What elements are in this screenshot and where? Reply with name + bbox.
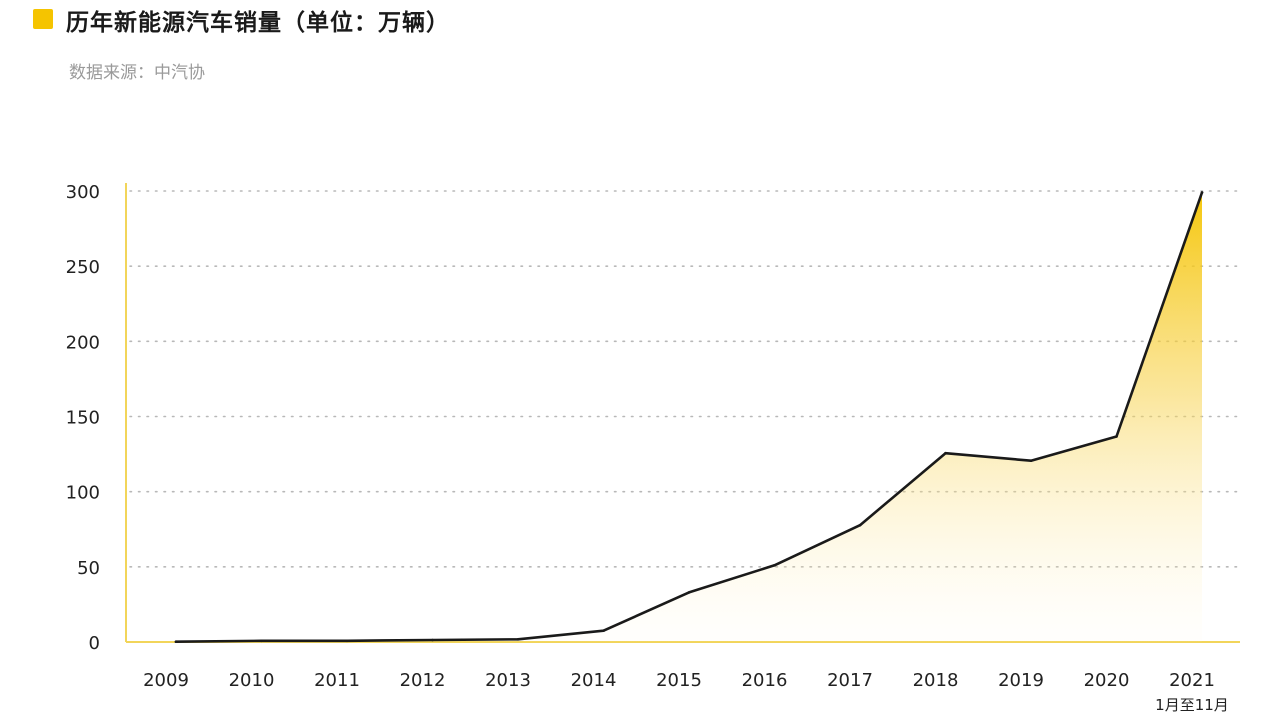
data-point-2021 [1200, 191, 1204, 194]
data-point-2016 [773, 564, 776, 567]
data-point-2014 [602, 629, 605, 633]
x-tick-label-2015: 2015 [656, 670, 702, 691]
x-tick-label-2021: 2021 [1169, 670, 1215, 691]
x-tick-label-2011: 2011 [314, 670, 360, 691]
chart-title: 历年新能源汽车销量（单位：万辆） [66, 10, 450, 36]
data-point-2013 [516, 637, 520, 641]
tick-labels: 0 50 100 150 200 250 300 2009 2010 2011 2012 2013 20… [66, 182, 1229, 714]
x-tick-label-2020: 2020 [1084, 670, 1130, 691]
data-point-2010 [260, 639, 263, 643]
y-tick-label-100: 100 [66, 483, 100, 504]
x-tick-label-2017: 2017 [827, 670, 873, 691]
data-point-2020 [1115, 435, 1118, 438]
y-tick-label-150: 150 [66, 408, 100, 429]
y-tick-label-50: 50 [77, 558, 100, 579]
x-tick-label-2018: 2018 [913, 670, 959, 691]
data-point-2019 [1029, 459, 1033, 462]
data-point-2009 [174, 640, 178, 643]
legend-swatch [33, 9, 53, 29]
data-point-2015 [687, 591, 691, 594]
area-series [174, 191, 1204, 643]
x-tick-label-2013: 2013 [485, 670, 531, 691]
y-tick-label-0: 0 [89, 633, 100, 654]
x-tick-label-2010: 2010 [229, 670, 275, 691]
data-point-2018 [944, 451, 947, 455]
x-tick-label-2012: 2012 [400, 670, 446, 691]
data-point-2017 [858, 523, 862, 527]
y-tick-label-200: 200 [66, 332, 100, 353]
x-tick-label-2014: 2014 [571, 670, 617, 691]
y-tick-label-300: 300 [66, 182, 100, 203]
x-tick-sublabel-2021: 1月至11月 [1155, 696, 1229, 714]
x-tick-label-2016: 2016 [742, 670, 788, 691]
x-tick-label-2019: 2019 [998, 670, 1044, 691]
x-tick-label-2009: 2009 [143, 670, 189, 691]
data-point-2012 [431, 638, 434, 642]
data-point-2011 [345, 639, 349, 643]
data-source-note: 数据来源：中汽协 [69, 63, 205, 83]
area-fill [176, 192, 1202, 642]
y-tick-label-250: 250 [66, 257, 100, 278]
